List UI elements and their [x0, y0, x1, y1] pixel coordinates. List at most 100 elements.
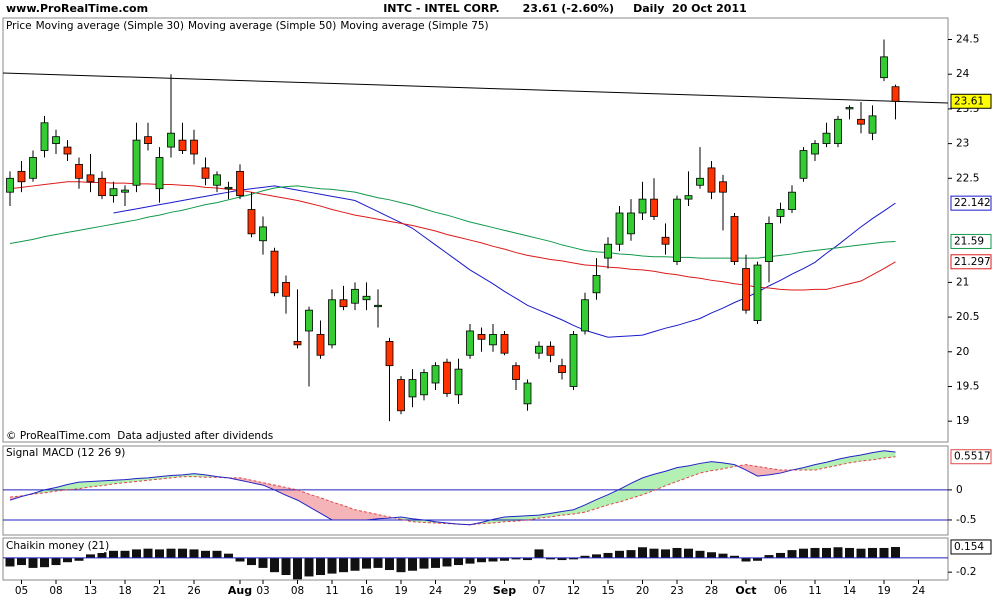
- last-value-label: 0.154: [954, 541, 984, 553]
- bar: [132, 549, 141, 558]
- macd-fill: [251, 480, 263, 486]
- candle-body: [719, 181, 727, 193]
- bar: [385, 557, 394, 571]
- candle-body: [581, 299, 589, 332]
- last-value-box: [950, 449, 992, 465]
- annotation: © ProRealTime.com Data adjusted after di…: [6, 430, 273, 442]
- macd-fill: [872, 450, 884, 460]
- y-tick-label: 0: [956, 484, 963, 496]
- candle-body: [477, 334, 486, 340]
- bar: [431, 557, 440, 568]
- bar: [534, 549, 544, 558]
- bar: [488, 557, 498, 562]
- candle-body: [673, 198, 681, 262]
- macd-fill: [884, 450, 896, 459]
- macd-fill: [332, 501, 344, 520]
- bar: [258, 557, 268, 568]
- candle-body: [604, 243, 612, 259]
- candle-body: [351, 288, 359, 304]
- candle-body: [224, 186, 233, 190]
- x-tick-label: 13: [84, 585, 97, 597]
- bar: [201, 550, 210, 558]
- bar: [339, 557, 348, 573]
- candle-body: [443, 361, 451, 394]
- bar: [661, 549, 670, 558]
- legend-entry: Signal: [6, 447, 38, 459]
- candle-body: [305, 309, 313, 332]
- legend-entry: Moving average (Simple 50): [188, 20, 336, 32]
- bar: [178, 548, 187, 558]
- candle-body: [420, 372, 428, 396]
- candle-body: [891, 86, 900, 102]
- candle-body: [293, 340, 302, 346]
- x-tick-label: 05: [15, 585, 28, 597]
- y-tick-label: 19.5: [956, 380, 979, 392]
- candle-body: [788, 191, 796, 210]
- candle-body: [627, 212, 635, 235]
- bar: [856, 548, 866, 558]
- bar: [419, 557, 429, 569]
- candle-body: [569, 334, 578, 387]
- macd-fill: [263, 482, 275, 490]
- last-value-box: [950, 254, 992, 270]
- bar: [212, 550, 222, 558]
- candle-body: [98, 177, 106, 197]
- bar: [224, 553, 233, 558]
- x-tick-label: 24: [912, 585, 926, 597]
- bar: [120, 550, 130, 558]
- bar: [454, 557, 463, 566]
- bar: [879, 547, 889, 558]
- macd-fill: [286, 487, 298, 501]
- last-value-box: [950, 195, 992, 211]
- candle-body: [776, 209, 785, 217]
- site-name: www.ProRealTime.com: [6, 2, 148, 15]
- macd-fill: [596, 494, 608, 509]
- bar: [5, 557, 15, 567]
- bar: [235, 557, 245, 562]
- candle-body: [868, 115, 877, 134]
- candle-body: [638, 198, 647, 214]
- legend-bg: [4, 540, 104, 553]
- macd-fill: [309, 494, 321, 514]
- candle-body: [132, 139, 141, 186]
- candle-body: [282, 281, 290, 297]
- candle-body: [650, 198, 658, 217]
- bar: [764, 555, 774, 558]
- bar: [557, 557, 567, 561]
- bar: [615, 550, 624, 558]
- bar: [500, 557, 509, 561]
- x-tick-label: 19: [394, 585, 407, 597]
- bar: [86, 554, 95, 558]
- legend-bg: [4, 19, 444, 33]
- candle-body: [121, 189, 129, 193]
- candle-body: [500, 334, 509, 354]
- chart-title: INTC - INTEL CORP. 23.61 (-2.60%) Daily …: [383, 2, 747, 15]
- x-tick-label: 06: [774, 585, 788, 597]
- candle-body: [63, 146, 72, 155]
- candle-body: [29, 157, 37, 179]
- candle-body: [753, 264, 762, 321]
- macd-fill: [113, 479, 125, 484]
- bar: [362, 557, 371, 569]
- series-line: [9, 450, 896, 526]
- bar: [730, 555, 739, 558]
- bar: [270, 557, 279, 573]
- candle-body: [742, 268, 750, 311]
- y-tick-label: 21: [956, 276, 969, 288]
- candle-body: [512, 365, 520, 380]
- candle-body: [592, 275, 601, 294]
- x-tick-label: 29: [463, 585, 476, 597]
- chaikin-panel: [2, 537, 949, 581]
- macd-fill: [355, 509, 367, 520]
- x-tick-label: 11: [325, 585, 338, 597]
- candle-body: [259, 226, 267, 242]
- candle-body: [339, 299, 348, 308]
- bar: [638, 547, 647, 558]
- candle-body: [86, 174, 95, 183]
- bar: [845, 547, 854, 558]
- bar: [51, 557, 61, 566]
- macd-fill: [757, 466, 769, 477]
- last-value-box: [950, 93, 992, 109]
- x-tick-label: 12: [567, 585, 580, 597]
